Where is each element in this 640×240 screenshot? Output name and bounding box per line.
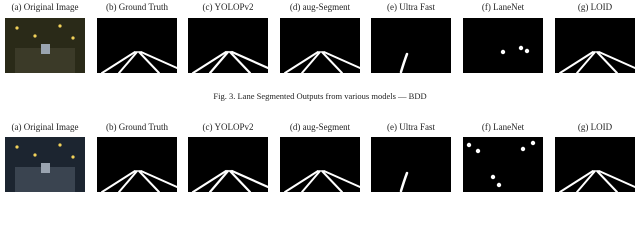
panel bbox=[188, 18, 270, 75]
lane bbox=[576, 51, 596, 74]
light bbox=[58, 24, 62, 28]
panel-label: (e) Ultra Fast bbox=[387, 2, 435, 12]
panel-label: (d) aug-Segment bbox=[290, 2, 351, 12]
lane bbox=[101, 51, 136, 74]
lane bbox=[598, 51, 636, 69]
lane bbox=[301, 51, 321, 74]
panel bbox=[97, 137, 178, 193]
panel-image bbox=[555, 18, 635, 73]
lane bbox=[323, 170, 361, 188]
blob bbox=[520, 146, 526, 152]
vehicle bbox=[41, 163, 50, 173]
lane bbox=[399, 52, 409, 74]
lane bbox=[118, 170, 138, 193]
lane bbox=[140, 51, 178, 69]
panel bbox=[463, 18, 543, 73]
lane bbox=[321, 170, 343, 193]
lane bbox=[230, 50, 270, 70]
panel-label: (f) LaneNet bbox=[482, 122, 525, 132]
panel-image bbox=[188, 18, 268, 73]
light bbox=[33, 153, 37, 157]
panel-label: (d) aug-Segment bbox=[290, 122, 351, 132]
panel-image bbox=[463, 137, 543, 192]
lane bbox=[138, 51, 160, 74]
lane bbox=[284, 170, 319, 193]
light bbox=[33, 34, 37, 38]
lane bbox=[191, 50, 228, 75]
panel-image bbox=[97, 18, 177, 73]
lane bbox=[101, 170, 136, 193]
lane bbox=[138, 170, 160, 193]
lane bbox=[301, 170, 321, 193]
caption: Fig. 3. Lane Segmented Outputs from vari… bbox=[213, 91, 426, 101]
lane bbox=[596, 51, 618, 74]
panel-image bbox=[97, 137, 177, 192]
panel bbox=[555, 137, 636, 193]
panel-label: (b) Ground Truth bbox=[106, 122, 169, 132]
lane bbox=[191, 169, 228, 194]
lane bbox=[208, 169, 230, 194]
lane bbox=[559, 170, 594, 193]
panel bbox=[371, 137, 451, 193]
panel bbox=[97, 18, 178, 74]
panel-label: (c) YOLOPv2 bbox=[203, 2, 254, 12]
panel-label: (g) LOID bbox=[578, 2, 613, 12]
lane bbox=[230, 169, 270, 189]
lane bbox=[118, 51, 138, 74]
panel-image bbox=[463, 18, 543, 73]
lane bbox=[559, 51, 594, 74]
light bbox=[58, 143, 62, 147]
figure: Fig. 3. Lane Segmented Outputs from vari… bbox=[5, 2, 636, 194]
panel-label: (c) YOLOPv2 bbox=[203, 122, 254, 132]
blob bbox=[496, 182, 502, 188]
blob bbox=[530, 140, 536, 146]
lane bbox=[284, 51, 319, 74]
light bbox=[71, 155, 75, 159]
lane bbox=[596, 170, 618, 193]
panel bbox=[5, 18, 85, 73]
blob bbox=[500, 49, 506, 55]
lane bbox=[598, 170, 636, 188]
lane bbox=[140, 170, 178, 188]
light bbox=[15, 26, 19, 30]
lane bbox=[576, 170, 596, 193]
lane bbox=[399, 171, 409, 193]
panel-label: (f) LaneNet bbox=[482, 2, 525, 12]
panel-image bbox=[371, 18, 451, 73]
blob bbox=[490, 174, 496, 180]
lane bbox=[321, 51, 343, 74]
panel bbox=[555, 18, 636, 74]
light bbox=[15, 145, 19, 149]
panel-label: (e) Ultra Fast bbox=[387, 122, 435, 132]
panel-label: (b) Ground Truth bbox=[106, 2, 169, 12]
blob bbox=[466, 142, 472, 148]
panel-image bbox=[280, 18, 360, 73]
lane bbox=[228, 169, 252, 194]
blob bbox=[475, 148, 481, 154]
panel-image bbox=[188, 137, 268, 192]
panel bbox=[280, 18, 361, 74]
panel bbox=[371, 18, 451, 74]
panel-label: (a) Original Image bbox=[12, 122, 79, 132]
blob bbox=[518, 45, 524, 51]
panel-label: (g) LOID bbox=[578, 122, 613, 132]
lane bbox=[323, 51, 361, 69]
panel bbox=[280, 137, 361, 193]
vehicle bbox=[41, 44, 50, 54]
panel bbox=[463, 137, 543, 192]
light bbox=[71, 36, 75, 40]
blob bbox=[524, 48, 530, 54]
panel-label: (a) Original Image bbox=[12, 2, 79, 12]
panel-image bbox=[280, 137, 360, 192]
lane bbox=[208, 50, 230, 75]
panel-image bbox=[555, 137, 635, 192]
lane bbox=[228, 50, 252, 75]
panel bbox=[188, 137, 270, 194]
panel bbox=[5, 137, 85, 192]
panel-image bbox=[371, 137, 451, 192]
